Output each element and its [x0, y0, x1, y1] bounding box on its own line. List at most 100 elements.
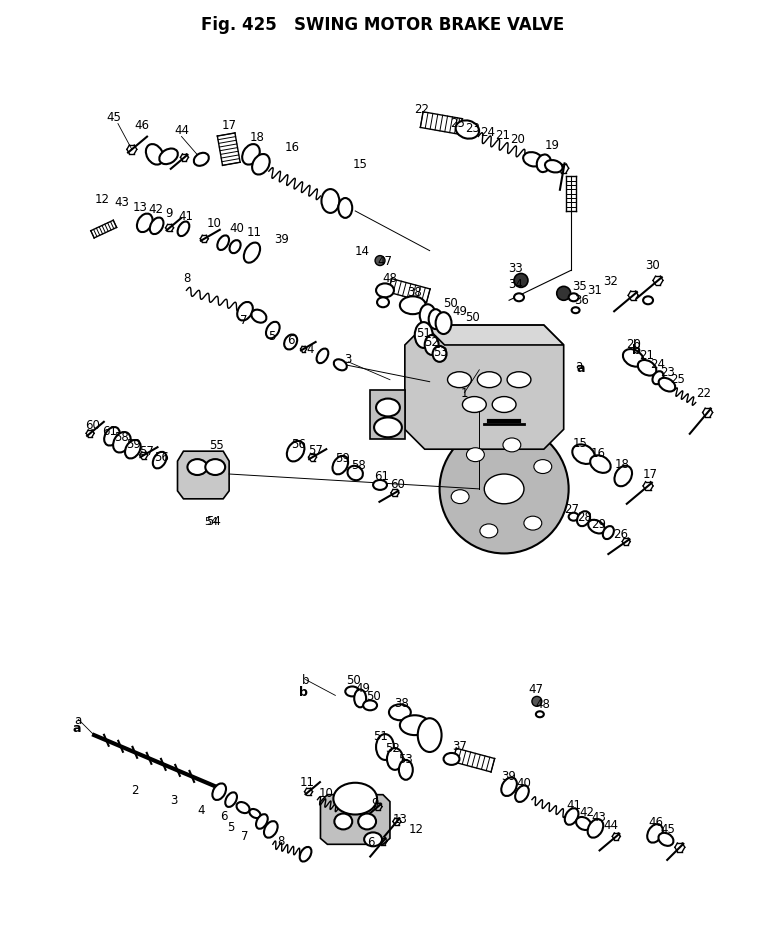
Text: 17: 17: [643, 467, 657, 480]
Text: 61: 61: [103, 425, 117, 437]
Text: 9: 9: [165, 208, 173, 220]
Text: 15: 15: [353, 158, 367, 170]
Text: b: b: [632, 344, 640, 357]
Text: 19: 19: [545, 139, 559, 151]
Text: 28: 28: [577, 510, 592, 524]
Ellipse shape: [376, 399, 400, 417]
Ellipse shape: [264, 822, 278, 838]
Text: 12: 12: [94, 192, 110, 206]
Ellipse shape: [436, 313, 452, 335]
Text: 58: 58: [351, 458, 366, 471]
Ellipse shape: [256, 814, 268, 829]
Ellipse shape: [568, 513, 578, 521]
Text: 59: 59: [335, 451, 350, 465]
Ellipse shape: [568, 294, 578, 302]
Text: 53: 53: [399, 753, 413, 765]
Ellipse shape: [588, 520, 604, 534]
Ellipse shape: [420, 305, 436, 327]
Text: 24: 24: [479, 126, 495, 139]
Ellipse shape: [659, 379, 675, 392]
Text: 44: 44: [174, 124, 189, 137]
Ellipse shape: [572, 445, 594, 465]
Text: 52: 52: [424, 336, 439, 349]
Text: 38: 38: [394, 696, 410, 709]
Ellipse shape: [217, 236, 229, 250]
Ellipse shape: [153, 452, 166, 469]
Text: 59: 59: [127, 437, 141, 450]
Ellipse shape: [653, 372, 663, 385]
Ellipse shape: [443, 753, 459, 765]
Circle shape: [557, 288, 571, 301]
Ellipse shape: [477, 372, 501, 388]
Ellipse shape: [389, 704, 411, 721]
Text: 51: 51: [416, 327, 431, 339]
Ellipse shape: [463, 397, 486, 413]
Ellipse shape: [484, 474, 524, 505]
Text: 50: 50: [465, 310, 479, 324]
Ellipse shape: [565, 808, 578, 825]
Ellipse shape: [447, 372, 472, 388]
Text: 4: 4: [198, 803, 205, 816]
Ellipse shape: [363, 701, 377, 710]
Ellipse shape: [125, 441, 140, 459]
Ellipse shape: [333, 456, 348, 475]
Text: 55: 55: [209, 438, 224, 451]
Text: 15: 15: [573, 436, 588, 449]
Text: 47: 47: [377, 255, 393, 268]
Ellipse shape: [187, 460, 207, 475]
Text: 41: 41: [566, 799, 581, 811]
Ellipse shape: [588, 820, 604, 838]
Ellipse shape: [242, 145, 260, 166]
Text: 60: 60: [84, 419, 100, 431]
Text: 8: 8: [277, 834, 285, 847]
Ellipse shape: [456, 121, 479, 140]
Ellipse shape: [364, 832, 382, 846]
Polygon shape: [370, 390, 405, 440]
Text: 49: 49: [452, 305, 467, 317]
Text: 6: 6: [220, 809, 228, 823]
Ellipse shape: [334, 814, 352, 829]
Ellipse shape: [358, 814, 376, 829]
Text: 42: 42: [579, 805, 594, 818]
Text: 39: 39: [275, 233, 289, 246]
Text: 17: 17: [222, 119, 237, 132]
Text: 48: 48: [535, 697, 550, 710]
Text: 1: 1: [461, 387, 468, 400]
Text: 34: 34: [509, 278, 523, 290]
Text: 57: 57: [140, 445, 154, 457]
Ellipse shape: [623, 349, 644, 367]
Ellipse shape: [212, 783, 226, 800]
Ellipse shape: [658, 833, 673, 846]
Ellipse shape: [545, 161, 562, 173]
Ellipse shape: [252, 155, 270, 175]
Text: 3: 3: [170, 793, 177, 806]
Text: 20: 20: [626, 338, 640, 351]
Ellipse shape: [374, 418, 402, 438]
Ellipse shape: [507, 372, 531, 388]
Text: 3: 3: [344, 353, 352, 366]
Text: 50: 50: [443, 296, 458, 309]
Text: 46: 46: [649, 815, 663, 828]
Text: 7: 7: [240, 313, 248, 327]
Ellipse shape: [225, 792, 237, 807]
Ellipse shape: [590, 456, 611, 473]
Text: 50: 50: [366, 689, 380, 703]
Text: 49: 49: [356, 682, 370, 694]
Text: 25: 25: [450, 117, 465, 129]
Ellipse shape: [236, 803, 249, 813]
Circle shape: [439, 425, 568, 554]
Ellipse shape: [150, 218, 163, 235]
Ellipse shape: [515, 785, 528, 803]
Text: 18: 18: [615, 457, 630, 470]
Ellipse shape: [244, 244, 260, 264]
Text: 38: 38: [407, 286, 422, 299]
Ellipse shape: [503, 439, 521, 452]
Ellipse shape: [334, 360, 347, 371]
Polygon shape: [425, 326, 564, 346]
Text: 37: 37: [452, 739, 467, 752]
Text: 26: 26: [613, 527, 627, 541]
Text: 39: 39: [502, 769, 516, 783]
Ellipse shape: [418, 719, 442, 752]
Text: 53: 53: [433, 346, 448, 359]
Ellipse shape: [643, 297, 653, 305]
